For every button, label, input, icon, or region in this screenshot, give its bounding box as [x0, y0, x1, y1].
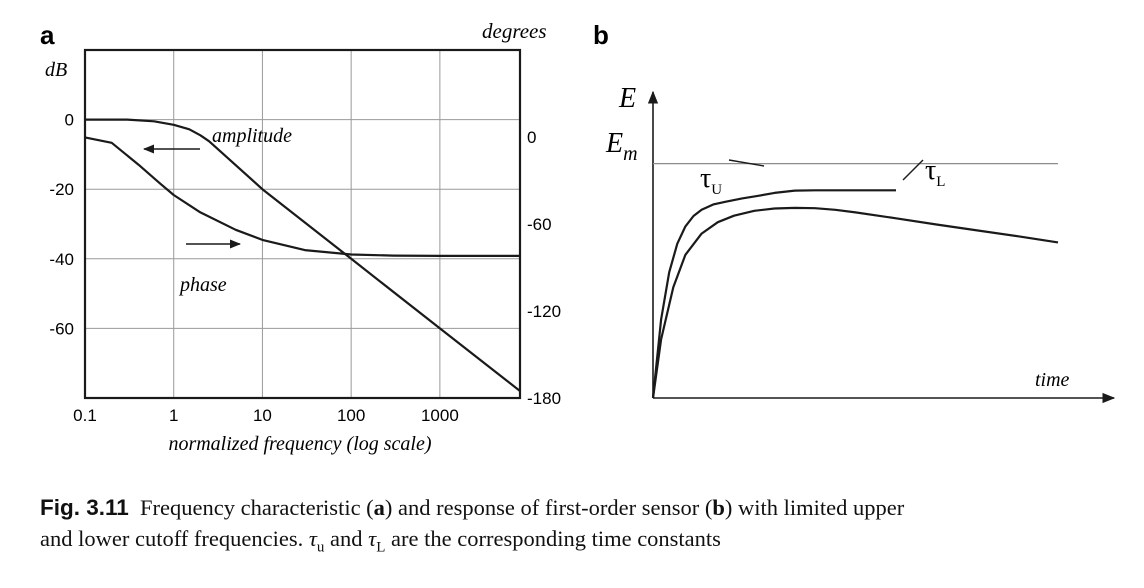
panel-a-series	[84, 118, 521, 392]
caption-tau-u: τ	[309, 526, 317, 551]
caption-text-1: Frequency characteristic (	[140, 495, 374, 520]
figure-svg: a dB degrees normalized frequency (log s…	[40, 19, 1116, 455]
caption-line-2: and lower cutoff frequencies. τu and τL …	[40, 523, 1115, 564]
x-tick-label: 1	[169, 406, 178, 425]
figure-caption: Fig. 3.11 Frequency characteristic (a) a…	[40, 492, 1115, 564]
right-tick-label: -60	[527, 215, 552, 234]
panel-a-right-axis-label: degrees	[482, 19, 547, 43]
caption-figure-label: Fig. 3.11	[40, 495, 129, 520]
tau-u-main: τ	[700, 163, 711, 194]
left-tick-label: 0	[65, 111, 74, 130]
x-tick-label: 100	[337, 406, 365, 425]
panel-a-x-axis-label: normalized frequency (log scale)	[168, 433, 431, 455]
caption-tau-u-sub: u	[316, 539, 325, 556]
figure: a dB degrees normalized frequency (log s…	[40, 19, 1116, 455]
caption-tau-u-main: τ	[308, 526, 317, 551]
left-tick-label: -20	[49, 180, 74, 199]
amplitude-label: amplitude	[212, 125, 292, 147]
panel-a-annotations: amplitude phase	[142, 125, 292, 296]
panel-b-series	[651, 189, 1059, 399]
tau-l-curve	[651, 206, 1059, 399]
tau-u-label: τU	[700, 163, 722, 198]
panel-a-x-tick-labels: 0.1 1 10 100 1000	[73, 406, 459, 425]
tau-l-sub: L	[936, 174, 945, 190]
caption-tau-l-sub: L	[376, 539, 386, 556]
caption-line2-text-2: are the corresponding time constants	[391, 526, 721, 551]
amplitude-curve	[85, 118, 521, 392]
caption-bold-a: a	[373, 495, 385, 520]
panel-a-frame	[83, 48, 522, 400]
tau-l-main: τ	[925, 155, 936, 186]
em-label: Em	[605, 128, 638, 165]
panel-a-gridlines	[85, 50, 520, 398]
tau-l-leader	[902, 159, 924, 181]
panel-b-y-axis-label: E	[618, 83, 636, 114]
caption-text-2: ) and response of first-order sensor (	[384, 495, 713, 520]
left-tick-label: -40	[49, 250, 74, 269]
phase-curve	[84, 136, 520, 257]
x-tick-label: 10	[253, 406, 272, 425]
right-tick-label: 0	[527, 128, 536, 147]
panel-a-left-tick-labels: 0 -20 -40 -60	[49, 111, 74, 339]
em-label-main: E	[605, 128, 623, 159]
tau-u-curve	[651, 189, 896, 399]
caption-line-1: Fig. 3.11 Frequency characteristic (a) a…	[40, 492, 1115, 523]
caption-tau-l-main: τ	[368, 526, 377, 551]
caption-bold-b: b	[712, 495, 725, 520]
left-tick-label: -60	[49, 319, 74, 338]
panel-a-letter: a	[40, 20, 55, 50]
caption-line2-text-1: and lower cutoff frequencies.	[40, 526, 304, 551]
x-tick-label: 0.1	[73, 406, 97, 425]
x-tick-label: 1000	[421, 406, 459, 425]
caption-and: and	[330, 526, 363, 551]
caption-tau-l: τ	[368, 526, 376, 551]
em-label-sub: m	[623, 143, 637, 165]
caption-text-3: ) with limited upper	[724, 495, 905, 520]
tau-l-label: τL	[925, 155, 945, 190]
tau-u-sub: U	[711, 182, 722, 198]
panel-a-right-tick-labels: 0 -60 -120 -180	[527, 128, 561, 408]
tau-u-leader	[728, 159, 765, 167]
panel-b: b E Em time τU τL	[593, 20, 1116, 404]
panel-b-letter: b	[593, 20, 609, 50]
panel-b-x-axis-label: time	[1035, 369, 1070, 391]
right-tick-label: -120	[527, 302, 561, 321]
panel-a: a dB degrees normalized frequency (log s…	[40, 19, 561, 455]
phase-label: phase	[178, 274, 227, 296]
right-tick-label: -180	[527, 389, 561, 408]
panel-a-left-axis-label: dB	[45, 59, 67, 81]
